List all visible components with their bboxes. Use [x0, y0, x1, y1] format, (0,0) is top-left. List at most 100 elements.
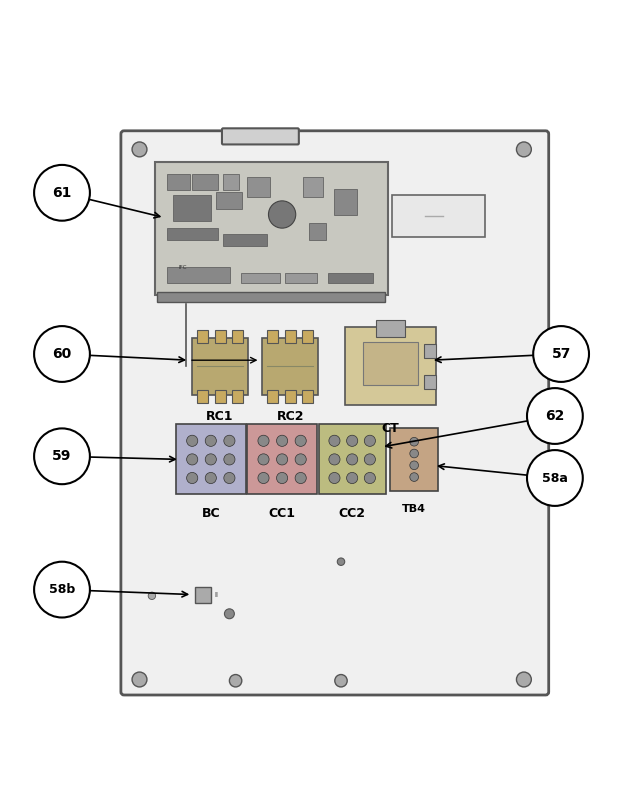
FancyBboxPatch shape — [303, 177, 323, 196]
Circle shape — [365, 435, 376, 446]
FancyBboxPatch shape — [216, 192, 242, 209]
Circle shape — [132, 142, 147, 157]
Circle shape — [295, 454, 306, 465]
Circle shape — [224, 473, 235, 484]
Circle shape — [205, 454, 216, 465]
Text: RC2: RC2 — [277, 410, 304, 423]
Circle shape — [148, 592, 156, 599]
Circle shape — [205, 473, 216, 484]
Circle shape — [258, 454, 269, 465]
Text: 58b: 58b — [49, 583, 75, 596]
Circle shape — [187, 454, 198, 465]
Text: CC1: CC1 — [268, 508, 296, 521]
FancyBboxPatch shape — [424, 344, 436, 358]
FancyBboxPatch shape — [192, 174, 218, 191]
FancyBboxPatch shape — [302, 389, 313, 403]
FancyBboxPatch shape — [247, 425, 317, 494]
Circle shape — [516, 142, 531, 157]
FancyBboxPatch shape — [241, 273, 280, 284]
Text: CC2: CC2 — [339, 508, 366, 521]
Circle shape — [34, 165, 90, 221]
Circle shape — [410, 473, 418, 481]
Circle shape — [187, 435, 198, 446]
Circle shape — [347, 435, 358, 446]
Circle shape — [258, 473, 269, 484]
FancyBboxPatch shape — [262, 338, 319, 395]
FancyBboxPatch shape — [121, 131, 549, 695]
FancyBboxPatch shape — [267, 329, 278, 343]
Circle shape — [329, 473, 340, 484]
Circle shape — [132, 672, 147, 687]
Text: 59: 59 — [52, 449, 72, 463]
FancyBboxPatch shape — [197, 329, 208, 343]
Circle shape — [295, 435, 306, 446]
FancyBboxPatch shape — [215, 329, 226, 343]
Circle shape — [329, 435, 340, 446]
Circle shape — [516, 672, 531, 687]
FancyBboxPatch shape — [267, 389, 278, 403]
FancyBboxPatch shape — [390, 428, 438, 491]
FancyBboxPatch shape — [392, 195, 485, 237]
Circle shape — [34, 429, 90, 484]
FancyBboxPatch shape — [223, 234, 267, 246]
Circle shape — [34, 326, 90, 382]
FancyBboxPatch shape — [319, 425, 386, 494]
FancyBboxPatch shape — [309, 223, 326, 240]
FancyBboxPatch shape — [302, 329, 313, 343]
Circle shape — [410, 461, 418, 469]
Circle shape — [533, 326, 589, 382]
Text: RC1: RC1 — [206, 410, 234, 423]
Circle shape — [295, 473, 306, 484]
Circle shape — [258, 435, 269, 446]
Circle shape — [205, 435, 216, 446]
FancyBboxPatch shape — [376, 320, 405, 337]
Circle shape — [329, 454, 340, 465]
Circle shape — [347, 473, 358, 484]
FancyBboxPatch shape — [192, 338, 248, 395]
FancyBboxPatch shape — [157, 292, 385, 302]
Text: II: II — [215, 592, 218, 598]
FancyBboxPatch shape — [195, 587, 211, 603]
FancyBboxPatch shape — [173, 195, 211, 221]
FancyBboxPatch shape — [285, 273, 317, 284]
Circle shape — [365, 454, 376, 465]
Circle shape — [224, 609, 234, 618]
Circle shape — [337, 558, 345, 566]
FancyBboxPatch shape — [232, 389, 243, 403]
Text: IFC: IFC — [179, 264, 187, 270]
FancyBboxPatch shape — [345, 328, 436, 405]
Circle shape — [277, 454, 288, 465]
Text: 60: 60 — [52, 347, 72, 361]
FancyBboxPatch shape — [285, 329, 296, 343]
Circle shape — [277, 435, 288, 446]
Text: 58a: 58a — [542, 472, 568, 485]
Circle shape — [34, 562, 90, 618]
FancyBboxPatch shape — [247, 177, 270, 196]
FancyBboxPatch shape — [176, 425, 246, 494]
FancyBboxPatch shape — [334, 189, 357, 215]
Circle shape — [410, 449, 418, 458]
FancyBboxPatch shape — [232, 329, 243, 343]
FancyBboxPatch shape — [223, 174, 239, 191]
FancyBboxPatch shape — [167, 267, 230, 284]
Circle shape — [187, 473, 198, 484]
Circle shape — [229, 674, 242, 687]
Circle shape — [410, 437, 418, 446]
Text: 57: 57 — [551, 347, 571, 361]
FancyBboxPatch shape — [155, 162, 388, 295]
FancyBboxPatch shape — [215, 389, 226, 403]
FancyBboxPatch shape — [363, 342, 418, 385]
Circle shape — [527, 450, 583, 506]
Circle shape — [224, 435, 235, 446]
Text: TB4: TB4 — [402, 505, 426, 514]
Text: CT: CT — [382, 422, 399, 435]
FancyBboxPatch shape — [222, 128, 299, 144]
Circle shape — [527, 388, 583, 444]
Text: BC: BC — [202, 508, 220, 521]
FancyBboxPatch shape — [328, 273, 373, 284]
FancyBboxPatch shape — [167, 174, 190, 191]
Circle shape — [365, 473, 376, 484]
FancyBboxPatch shape — [167, 227, 218, 240]
Circle shape — [335, 674, 347, 687]
Circle shape — [277, 473, 288, 484]
